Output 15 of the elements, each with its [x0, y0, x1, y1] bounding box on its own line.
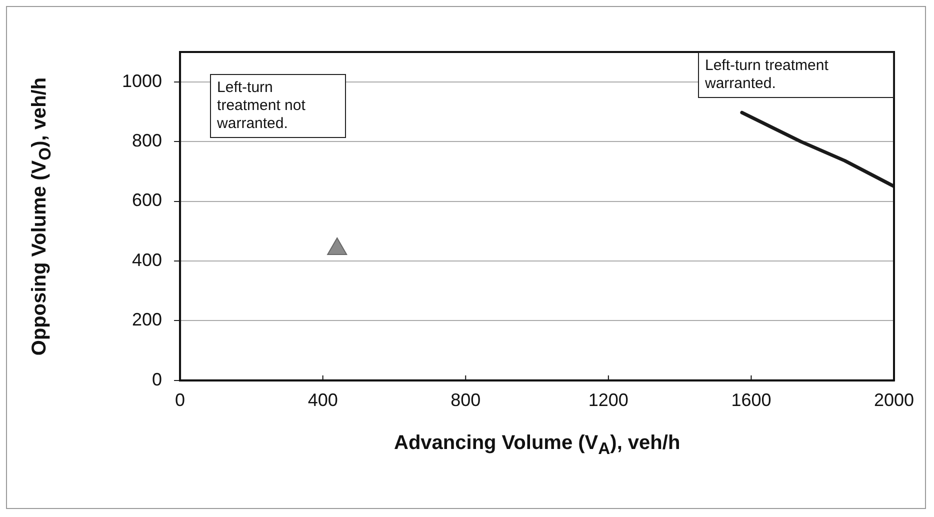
x-tick-label: 400: [308, 390, 338, 410]
note-box: Left-turn treatment not warranted.: [210, 74, 346, 138]
y-tick-label: 600: [132, 190, 162, 210]
y-tick-label: 1000: [122, 70, 162, 91]
x-tick-label: 0: [175, 390, 186, 410]
x-axis-title: Advancing Volume (V$_{A}$), veh/h: [394, 432, 680, 460]
x-tick-label: 1200: [588, 390, 628, 410]
y-tick-label: 0: [152, 369, 162, 390]
note-box: Left-turn treatment warranted.: [698, 52, 894, 98]
y-tick-label: 200: [132, 310, 162, 330]
x-tick-label: 1600: [731, 390, 772, 410]
y-tick-label: 800: [132, 130, 162, 151]
y-tick-label: 400: [132, 250, 162, 270]
x-tick-label: 2000: [874, 390, 914, 410]
x-tick-label: 800: [450, 390, 481, 410]
